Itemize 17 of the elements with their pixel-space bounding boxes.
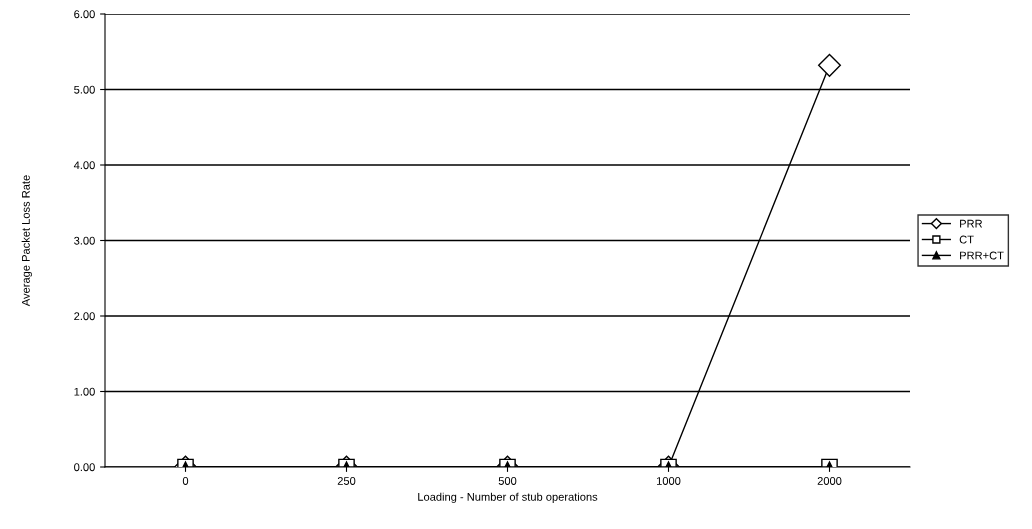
y-tick-label: 0.00 bbox=[74, 463, 95, 472]
legend-label: CT bbox=[959, 235, 974, 244]
x-tick-label: 500 bbox=[498, 477, 517, 485]
legend-label: PRR+CT bbox=[960, 251, 1004, 260]
y-tick-label: 3.00 bbox=[74, 236, 95, 245]
y-tick-label: 5.00 bbox=[74, 85, 95, 94]
y-tick-label: 4.00 bbox=[73, 161, 95, 170]
x-tick-label: 0 bbox=[182, 477, 189, 485]
x-tick-label: 2000 bbox=[817, 477, 842, 485]
x-axis-title: Loading - Number of stub operations bbox=[418, 492, 598, 503]
y-tick-label: 2.00 bbox=[74, 312, 95, 321]
y-axis-title: Average Packet Loss Rate bbox=[21, 175, 32, 307]
legend-label: PRR bbox=[960, 219, 983, 228]
x-tick-label: 1000 bbox=[656, 477, 681, 485]
y-tick-label: 6.00 bbox=[74, 10, 95, 19]
y-tick-label: 1.00 bbox=[74, 387, 95, 396]
x-tick-label: 250 bbox=[337, 477, 356, 485]
